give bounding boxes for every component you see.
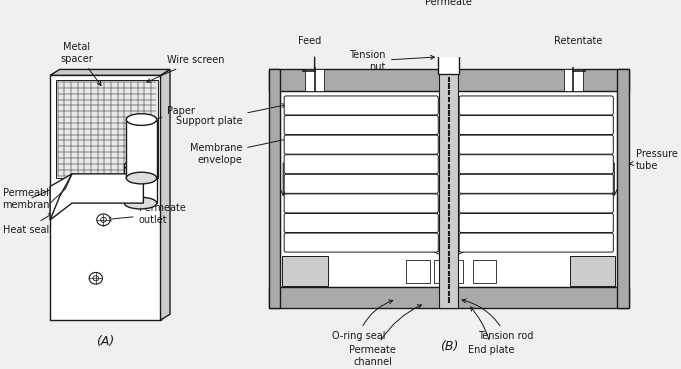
FancyBboxPatch shape	[284, 174, 439, 193]
FancyBboxPatch shape	[284, 233, 439, 252]
Text: Metal
spacer: Metal spacer	[61, 42, 101, 86]
Text: O-ring seal: O-ring seal	[332, 300, 393, 341]
FancyBboxPatch shape	[459, 174, 614, 193]
FancyBboxPatch shape	[284, 96, 439, 115]
Text: Permeate: Permeate	[426, 0, 472, 7]
Text: Tension
nut: Tension nut	[349, 50, 434, 72]
Bar	[269, 69, 629, 92]
Bar	[125, 166, 157, 203]
FancyBboxPatch shape	[459, 194, 614, 213]
Polygon shape	[50, 75, 161, 320]
Bar	[406, 260, 430, 283]
Ellipse shape	[125, 160, 157, 171]
Text: Tension rod: Tension rod	[462, 299, 533, 341]
Bar	[281, 92, 617, 287]
Ellipse shape	[126, 172, 157, 184]
Bar	[617, 69, 629, 307]
Bar	[439, 53, 459, 73]
FancyBboxPatch shape	[284, 115, 439, 135]
Text: Wire screen: Wire screen	[147, 55, 225, 82]
Polygon shape	[282, 256, 328, 286]
Text: Permeable
membrane: Permeable membrane	[3, 188, 56, 210]
Text: Pressure
tube: Pressure tube	[629, 149, 678, 171]
Text: Retentate: Retentate	[554, 36, 602, 46]
Ellipse shape	[125, 197, 157, 209]
FancyBboxPatch shape	[284, 135, 439, 154]
Bar	[439, 69, 458, 307]
Bar	[473, 260, 496, 283]
Text: Permeate
outlet: Permeate outlet	[108, 203, 185, 225]
Bar	[442, 46, 456, 53]
FancyBboxPatch shape	[459, 135, 614, 154]
Text: Heat seal: Heat seal	[3, 214, 52, 235]
FancyBboxPatch shape	[284, 155, 439, 174]
Ellipse shape	[126, 114, 157, 125]
Bar	[126, 120, 157, 178]
Polygon shape	[161, 69, 170, 320]
Text: Support plate: Support plate	[176, 104, 286, 126]
Bar	[269, 69, 281, 307]
Text: Feed: Feed	[298, 36, 321, 46]
Text: Permeate
channel: Permeate channel	[349, 305, 422, 367]
Polygon shape	[50, 174, 144, 220]
Text: End plate: End plate	[469, 307, 515, 355]
Bar	[305, 69, 324, 92]
Bar	[439, 260, 463, 283]
Bar	[269, 287, 629, 307]
Circle shape	[101, 217, 106, 222]
FancyBboxPatch shape	[459, 233, 614, 252]
Text: Membrane
envelope: Membrane envelope	[190, 137, 291, 165]
Polygon shape	[50, 69, 170, 75]
Circle shape	[93, 276, 99, 281]
FancyBboxPatch shape	[284, 194, 439, 213]
Bar	[434, 260, 458, 283]
Circle shape	[97, 214, 110, 226]
Bar	[564, 69, 583, 92]
FancyBboxPatch shape	[459, 155, 614, 174]
FancyBboxPatch shape	[459, 96, 614, 115]
Circle shape	[89, 272, 102, 284]
FancyBboxPatch shape	[459, 214, 614, 232]
FancyBboxPatch shape	[284, 214, 439, 232]
FancyBboxPatch shape	[459, 115, 614, 135]
Text: (A): (A)	[96, 335, 114, 348]
Bar	[56, 80, 158, 178]
Text: (B): (B)	[439, 341, 458, 354]
Text: Paper: Paper	[145, 106, 195, 123]
Polygon shape	[569, 256, 615, 286]
